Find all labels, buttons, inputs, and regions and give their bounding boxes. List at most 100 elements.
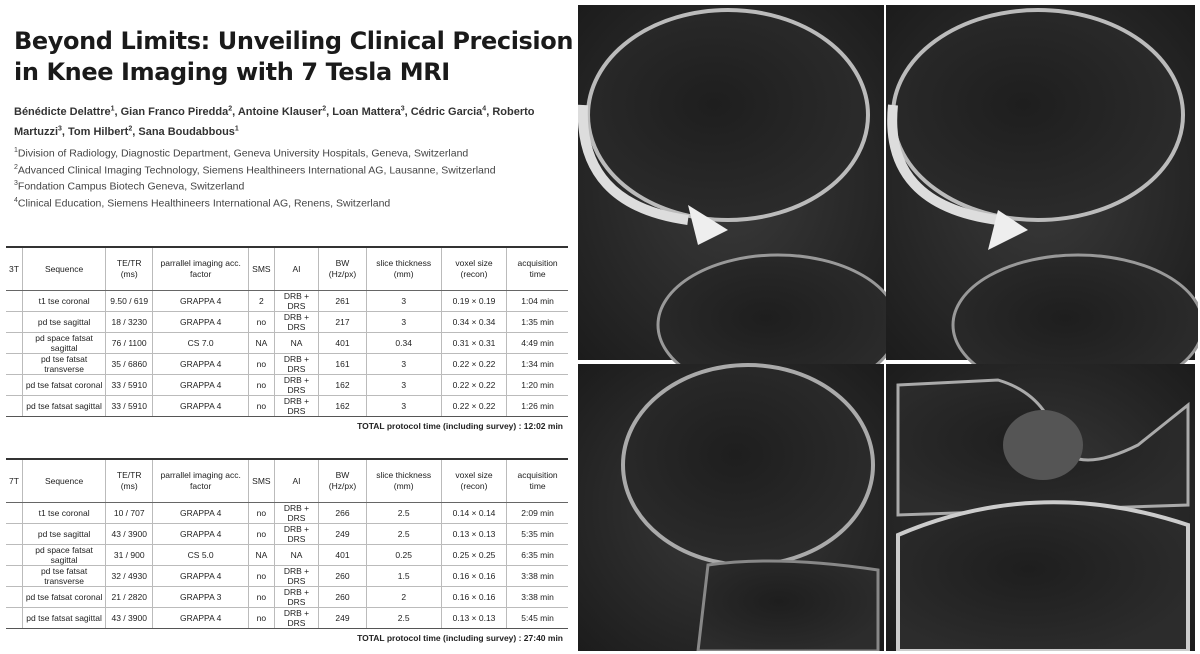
header-cell: 7T bbox=[6, 458, 23, 503]
table-cell: 0.34 bbox=[365, 332, 442, 354]
header-cell: TE/TR (ms) bbox=[105, 458, 153, 503]
table-cell: 5:45 min bbox=[506, 607, 568, 629]
header-cell: 3T bbox=[6, 246, 23, 291]
table-cell: 6:35 min bbox=[506, 544, 568, 566]
table-row: t1 tse coronal 9.50 / 619 GRAPPA 4 2 DRB + D… bbox=[6, 290, 568, 312]
mri-bottom-right bbox=[886, 364, 1195, 651]
mri-top-right bbox=[886, 5, 1198, 397]
affiliations: 1Division of Radiology, Diagnostic Depar… bbox=[14, 144, 496, 210]
table-cell: 3 bbox=[365, 311, 442, 333]
title-line: in Knee Imaging with 7 Tesla MRI bbox=[14, 58, 450, 86]
author-separator: , bbox=[404, 105, 408, 118]
table-cell: 1:04 min bbox=[506, 290, 568, 312]
table-cell: 3:38 min bbox=[506, 586, 568, 608]
header-cell: voxel size (recon) bbox=[440, 246, 507, 291]
table-cell: pd tse fatsat sagittal bbox=[21, 395, 106, 417]
author-name: Loan Mattera bbox=[332, 105, 401, 118]
table-row: pd tse sagittal 18 / 3230 GRAPPA 4 no DRB + … bbox=[6, 311, 568, 333]
table-cell: t1 tse coronal bbox=[21, 290, 106, 312]
author-affiliation: 2 bbox=[128, 125, 133, 133]
empty-cell bbox=[6, 502, 23, 524]
header-cell: Sequence bbox=[21, 246, 106, 291]
table-cell: DRB + DRS bbox=[273, 523, 319, 545]
table-cell: 260 bbox=[318, 586, 367, 608]
table-cell: DRB + DRS bbox=[273, 395, 319, 417]
table-cell: 3 bbox=[365, 290, 442, 312]
table-cell: 76 / 1100 bbox=[105, 332, 153, 354]
author: Bénédicte Delattre1, bbox=[14, 105, 121, 118]
table-cell: NA bbox=[273, 332, 319, 354]
empty-cell bbox=[6, 586, 23, 608]
table-cell: no bbox=[248, 311, 275, 333]
author: Gian Franco Piredda2, bbox=[121, 105, 238, 118]
table-cell: 161 bbox=[318, 353, 367, 375]
table-cell: DRB + DRS bbox=[273, 607, 319, 629]
author-affiliation: 3 bbox=[58, 125, 62, 133]
header-cell: Sequence bbox=[21, 458, 106, 503]
table-cell: 1:20 min bbox=[506, 374, 568, 396]
header-cell: AI bbox=[273, 458, 319, 503]
author-affiliation: 3 bbox=[400, 105, 405, 112]
author: Sana Boudabbous1 bbox=[138, 126, 238, 139]
table-cell: GRAPPA 3 bbox=[152, 586, 249, 608]
author-affiliation: 4 bbox=[482, 105, 487, 112]
table-cell: 1:35 min bbox=[506, 311, 568, 333]
empty-cell bbox=[6, 607, 23, 629]
header-cell: SMS bbox=[248, 246, 275, 291]
table-cell: pd space fatsat sagittal bbox=[21, 544, 106, 566]
table-cell: 217 bbox=[318, 311, 367, 333]
affiliation-text: Division of Radiology, Diagnostic Depart… bbox=[17, 147, 469, 160]
table-cell: 2.5 bbox=[365, 523, 442, 545]
table-cell: 249 bbox=[318, 607, 367, 629]
table-cell: pd tse fatsat sagittal bbox=[21, 607, 106, 629]
table-cell: GRAPPA 4 bbox=[152, 502, 249, 524]
table-row: pd space fatsat sagittal 76 / 1100 CS 7.0 N… bbox=[6, 332, 568, 354]
author-separator: , bbox=[486, 105, 490, 118]
table-cell: 1:26 min bbox=[506, 395, 568, 417]
table-cell: GRAPPA 4 bbox=[152, 565, 249, 587]
table-cell: 1:34 min bbox=[506, 353, 568, 375]
header-cell: BW (Hz/px) bbox=[318, 458, 367, 503]
table-cell: no bbox=[248, 502, 275, 524]
table-cell: 162 bbox=[318, 374, 367, 396]
table-cell: 3 bbox=[365, 374, 442, 396]
header-cell: parrallel imaging acc. factor bbox=[152, 458, 249, 503]
table-cell: 3 bbox=[365, 353, 442, 375]
affiliation: 3Fondation Campus Biotech Geneva, Switze… bbox=[14, 177, 496, 194]
table-cell: t1 tse coronal bbox=[21, 502, 106, 524]
affiliation-number: 2 bbox=[14, 163, 18, 171]
author: Roberto Martuzzi3, bbox=[14, 106, 534, 139]
table-cell: 0.34 × 0.34 bbox=[440, 311, 507, 333]
affiliation-number: 1 bbox=[14, 147, 18, 154]
table-row: pd tse fatsat transverse 32 / 4930 GRAPPA … bbox=[6, 565, 568, 587]
empty-cell bbox=[6, 290, 23, 312]
table-cell: GRAPPA 4 bbox=[152, 311, 249, 333]
table-cell: DRB + DRS bbox=[273, 311, 319, 333]
table-cell: 2:09 min bbox=[506, 502, 568, 524]
author-affiliation: 2 bbox=[228, 105, 233, 112]
table-cell: 5:35 min bbox=[506, 523, 568, 545]
table-cell: pd tse fatsat transverse bbox=[21, 565, 106, 587]
table-cell: DRB + DRS bbox=[273, 290, 319, 312]
table-cell: 0.25 bbox=[365, 544, 442, 566]
mri-top-left bbox=[578, 5, 900, 397]
table-cell: NA bbox=[248, 332, 275, 354]
table-cell: GRAPPA 4 bbox=[152, 395, 249, 417]
table-cell: DRB + DRS bbox=[273, 353, 319, 375]
table-row: pd space fatsat sagittal 31 / 900 CS 5.0 NA… bbox=[6, 544, 568, 566]
mri-images bbox=[578, 5, 1198, 651]
mri-bottom-left bbox=[578, 363, 884, 651]
author-affiliation: 2 bbox=[322, 105, 327, 112]
table-cell: GRAPPA 4 bbox=[152, 523, 249, 545]
header-cell: acquisition time bbox=[506, 458, 568, 503]
table-cell: pd space fatsat sagittal bbox=[21, 332, 106, 354]
affiliation-number: 3 bbox=[14, 180, 18, 187]
header-cell: SMS bbox=[248, 458, 275, 503]
author-separator: , bbox=[326, 105, 330, 118]
author-name: Antoine Klauser bbox=[237, 105, 323, 118]
author-separator: , bbox=[132, 126, 136, 139]
table-cell: 0.16 × 0.16 bbox=[440, 586, 507, 608]
table-cell: 2 bbox=[248, 290, 275, 312]
affiliation-text: Advanced Clinical Imaging Technology, Si… bbox=[17, 164, 496, 176]
